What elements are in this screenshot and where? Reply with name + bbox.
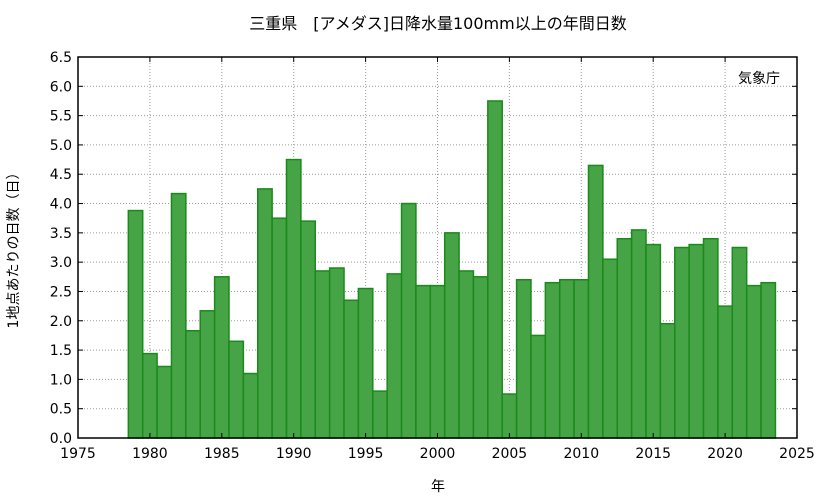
x-tick-label: 1985 <box>204 446 240 462</box>
bar-2017 <box>674 246 690 439</box>
bar-2010 <box>573 278 590 439</box>
bar-2003 <box>472 276 489 439</box>
bar-2012 <box>602 258 618 439</box>
x-tick-label: 1975 <box>60 446 96 462</box>
gridlines <box>78 57 797 438</box>
bar-2013 <box>616 237 633 439</box>
bar-1983 <box>185 329 201 439</box>
y-axis-label: 1地点あたりの日数（日） <box>6 166 22 329</box>
x-axis-label: 年 <box>431 479 445 495</box>
bar-1980 <box>141 352 158 439</box>
x-tick-label: 1980 <box>132 446 168 462</box>
y-tick-label: 6.0 <box>50 79 72 95</box>
bar-2015 <box>645 243 662 439</box>
y-tick-label: 4.5 <box>50 167 72 183</box>
y-tick-label: 2.0 <box>50 314 72 330</box>
y-tick-label: 1.5 <box>50 343 72 359</box>
y-tick-label: 3.0 <box>50 255 72 271</box>
bar-1985 <box>213 276 230 439</box>
bar-1994 <box>343 299 360 439</box>
bar-1995 <box>357 287 374 439</box>
y-tick-label: 1.0 <box>50 372 72 388</box>
bar-2007 <box>530 334 547 439</box>
y-tick-label: 0.5 <box>50 402 72 418</box>
x-tick-label: 2015 <box>635 446 671 462</box>
x-tick-label: 2000 <box>420 446 456 462</box>
bar-2000 <box>429 284 446 439</box>
y-tick-label: 3.5 <box>50 226 72 242</box>
bar-2011 <box>587 164 604 439</box>
bar-2016 <box>659 322 676 439</box>
bar-1998 <box>400 202 417 439</box>
bar-2018 <box>688 243 705 439</box>
bar-2001 <box>443 232 460 439</box>
x-tick-label: 1995 <box>348 446 384 462</box>
bar-1988 <box>257 188 273 439</box>
y-tick-label: 5.0 <box>50 138 72 154</box>
bar-1986 <box>228 340 245 439</box>
bar-1992 <box>314 270 331 439</box>
bar-1984 <box>199 310 216 439</box>
bar-2023 <box>760 281 777 439</box>
bar-2004 <box>487 100 503 439</box>
y-tick-label: 4.0 <box>50 197 72 213</box>
bars <box>127 100 777 439</box>
y-tick-label: 0.0 <box>50 431 72 447</box>
bar-2006 <box>515 278 532 439</box>
axis-ticks: 0.0 0.5 1.0 1.5 2.0 2.5 3.0 3.5 4.0 4.5 5.0 5.5 6.0 6… <box>50 50 815 462</box>
bar-1991 <box>300 220 317 439</box>
bar-2022 <box>745 284 762 439</box>
bar-2009 <box>558 278 575 439</box>
bar-1993 <box>328 267 345 439</box>
bar-1990 <box>285 158 302 439</box>
x-tick-label: 2020 <box>707 446 743 462</box>
bar-1987 <box>242 372 259 439</box>
bar-2019 <box>702 237 719 439</box>
bar-1996 <box>372 390 388 439</box>
bar-2005 <box>501 393 518 439</box>
bar-1981 <box>156 365 173 439</box>
y-tick-label: 2.5 <box>50 284 72 300</box>
bar-2014 <box>630 229 647 439</box>
source-label: 気象庁 <box>738 71 780 87</box>
bar-1989 <box>271 217 288 439</box>
x-tick-label: 1990 <box>276 446 312 462</box>
bar-2008 <box>544 281 561 439</box>
x-tick-label: 2025 <box>779 446 815 462</box>
bar-1982 <box>170 192 187 439</box>
bar-1999 <box>415 284 432 439</box>
bar-1979 <box>127 209 144 439</box>
bar-1997 <box>386 273 403 439</box>
bar-2020 <box>717 305 734 439</box>
y-tick-label: 6.5 <box>50 50 72 66</box>
x-tick-label: 2010 <box>563 446 599 462</box>
chart-title: 三重県 [アメダス]日降水量100mm以上の年間日数 <box>249 14 626 33</box>
x-tick-label: 2005 <box>492 446 528 462</box>
bar-2002 <box>458 270 475 439</box>
bar-2021 <box>731 246 748 439</box>
y-tick-label: 5.5 <box>50 109 72 125</box>
